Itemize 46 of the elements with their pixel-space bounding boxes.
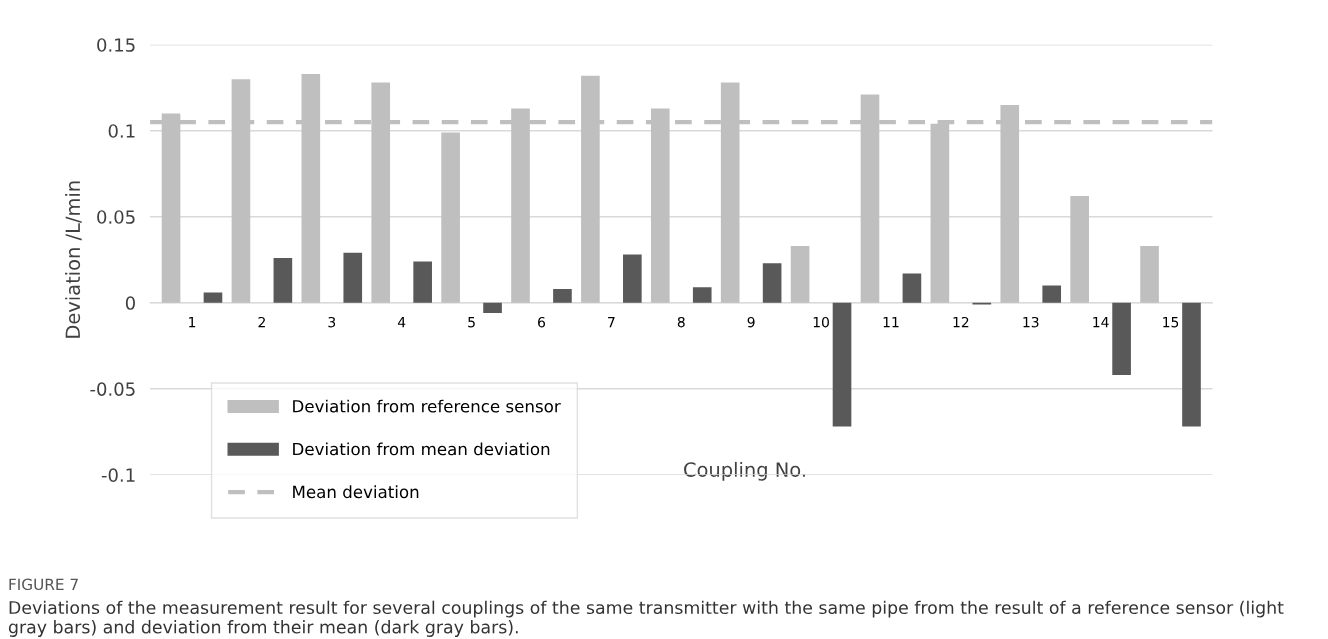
x-tick-label: 15 — [1163, 317, 1179, 328]
bar — [832, 302, 852, 427]
x-tick-label: 5 — [468, 317, 475, 328]
bar — [343, 252, 363, 303]
x-tick-label: 13 — [1023, 316, 1039, 328]
x-tick-label: 10 — [813, 316, 829, 328]
bar — [1042, 285, 1062, 303]
legend-label: Mean deviation — [293, 485, 419, 499]
x-tick-label: 4 — [397, 317, 406, 328]
x-tick-label: 6 — [538, 316, 546, 328]
bar — [1070, 196, 1089, 303]
bar — [203, 292, 223, 303]
x-tick-label: 9 — [747, 316, 755, 328]
bar — [790, 245, 810, 303]
x-tick-label: 11 — [883, 317, 899, 328]
bar — [1182, 302, 1201, 427]
x-axis-title: Coupling No. — [684, 461, 805, 481]
x-tick-label: 14 — [1093, 317, 1109, 328]
bar — [692, 287, 712, 303]
bar — [623, 254, 642, 303]
x-tick-label: 2 — [258, 316, 265, 328]
x-tick-label: 12 — [953, 316, 969, 328]
x-tick-label: 7 — [608, 317, 615, 328]
bar — [762, 263, 782, 303]
bar — [1112, 302, 1131, 376]
bar — [553, 289, 572, 303]
x-tick-label: 8 — [677, 316, 685, 328]
text: Deviations of the measurement result for several couplings of the same transmitter with the same pipe from the result of a reference sensor (light gray bars) and deviation from their mean (dark gray bars). — [8, 600, 1284, 637]
y-tick-label: 0 — [125, 296, 135, 310]
y-tick-label: -0.1 — [101, 468, 135, 482]
bar — [413, 261, 432, 303]
bar — [1140, 245, 1159, 303]
x-tick-label: 1 — [189, 317, 196, 328]
bar — [273, 258, 293, 303]
y-axis-title: Deviation /L/min — [65, 181, 82, 338]
legend-label: Deviation from mean deviation — [293, 442, 550, 456]
x-tick-label: 3 — [328, 316, 336, 328]
legend-label: Deviation from reference sensor — [293, 399, 561, 413]
caption: FIGURE 7 — [9, 578, 78, 591]
bar — [483, 302, 502, 314]
bar — [902, 273, 922, 303]
y-tick-label: 0.05 — [97, 210, 135, 224]
y-tick-label: 0.1 — [108, 124, 135, 138]
bar — [441, 132, 460, 303]
y-tick-label: 0.15 — [97, 38, 135, 52]
y-tick-label: -0.05 — [90, 382, 135, 396]
